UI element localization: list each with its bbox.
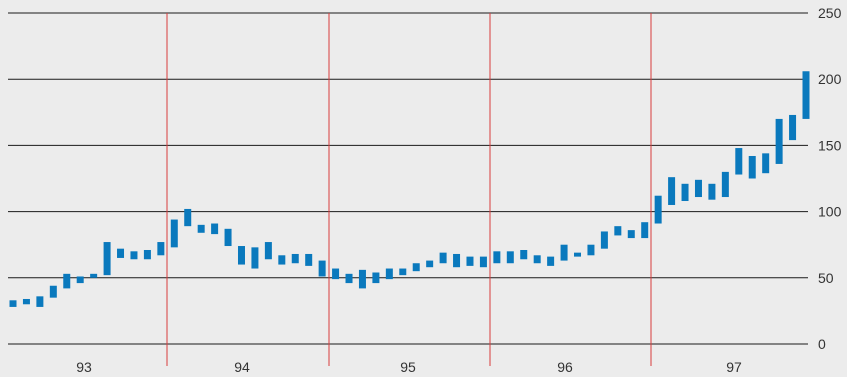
range-bar	[49, 285, 57, 298]
range-bar	[426, 260, 434, 268]
range-bar	[22, 298, 30, 305]
range-bar	[184, 208, 192, 227]
range-bar	[547, 256, 555, 266]
range-bar	[453, 253, 461, 268]
range-bar	[251, 247, 259, 269]
range-bar	[479, 256, 487, 268]
x-tick-label: 94	[234, 359, 250, 375]
range-bar	[197, 224, 205, 233]
range-bar	[9, 300, 17, 307]
range-bar	[305, 253, 313, 266]
y-tick-label: 200	[818, 71, 842, 87]
range-bar	[694, 179, 702, 198]
range-bar	[614, 226, 622, 236]
range-bar	[278, 255, 286, 265]
range-bar	[789, 114, 797, 141]
x-axis-tick-labels: 93 94 95 96 97	[76, 359, 742, 375]
range-bar	[748, 155, 756, 179]
range-bar	[412, 263, 420, 272]
range-bar	[775, 118, 783, 164]
year-separators	[166, 13, 652, 366]
range-bar	[560, 244, 568, 261]
x-tick-label: 96	[557, 359, 573, 375]
x-tick-label: 95	[400, 359, 416, 375]
range-bar	[130, 251, 138, 260]
range-bar	[533, 255, 541, 264]
range-bar	[36, 296, 44, 307]
range-bar	[345, 273, 353, 284]
range-bar	[385, 268, 393, 280]
range-bar	[237, 246, 245, 265]
range-bar	[90, 273, 98, 278]
range-bar	[654, 195, 662, 224]
range-bar	[627, 230, 635, 239]
range-bar	[103, 242, 111, 276]
range-bar	[224, 228, 232, 247]
range-bar	[63, 273, 71, 289]
y-tick-label: 250	[818, 5, 842, 21]
range-bar	[735, 148, 743, 175]
range-bar	[506, 251, 514, 264]
range-bar	[466, 256, 474, 266]
y-tick-label: 50	[818, 270, 834, 286]
range-bar	[264, 242, 272, 260]
range-bar	[574, 252, 582, 257]
range-bar	[668, 177, 676, 205]
range-bar	[117, 248, 125, 258]
range-bar	[332, 268, 340, 280]
y-tick-label: 0	[818, 336, 826, 352]
range-bar	[157, 242, 165, 256]
range-bar	[318, 260, 326, 277]
range-bar	[170, 219, 178, 248]
y-tick-label: 150	[818, 137, 842, 153]
range-bar	[372, 272, 380, 284]
range-bar	[681, 183, 689, 202]
range-bar	[439, 252, 447, 264]
x-tick-label: 97	[726, 359, 742, 375]
range-bar	[708, 183, 716, 200]
x-tick-label: 93	[76, 359, 92, 375]
range-bar	[600, 231, 608, 249]
range-bar	[76, 276, 84, 284]
range-bar	[358, 269, 366, 289]
y-tick-label: 100	[818, 204, 842, 220]
range-bar	[762, 153, 770, 174]
grid-lines	[8, 12, 808, 345]
range-bar	[587, 244, 595, 256]
y-axis-tick-labels: 0 50 100 150 200 250	[818, 5, 842, 352]
range-bar	[291, 253, 299, 264]
range-bar	[493, 251, 501, 264]
range-bar	[211, 223, 219, 235]
range-bar	[641, 222, 649, 239]
price-range-bars	[9, 71, 810, 307]
range-bar	[802, 71, 810, 119]
range-bar	[721, 171, 729, 198]
range-bar	[143, 249, 151, 260]
range-bar	[399, 268, 407, 276]
range-bar	[520, 249, 528, 260]
